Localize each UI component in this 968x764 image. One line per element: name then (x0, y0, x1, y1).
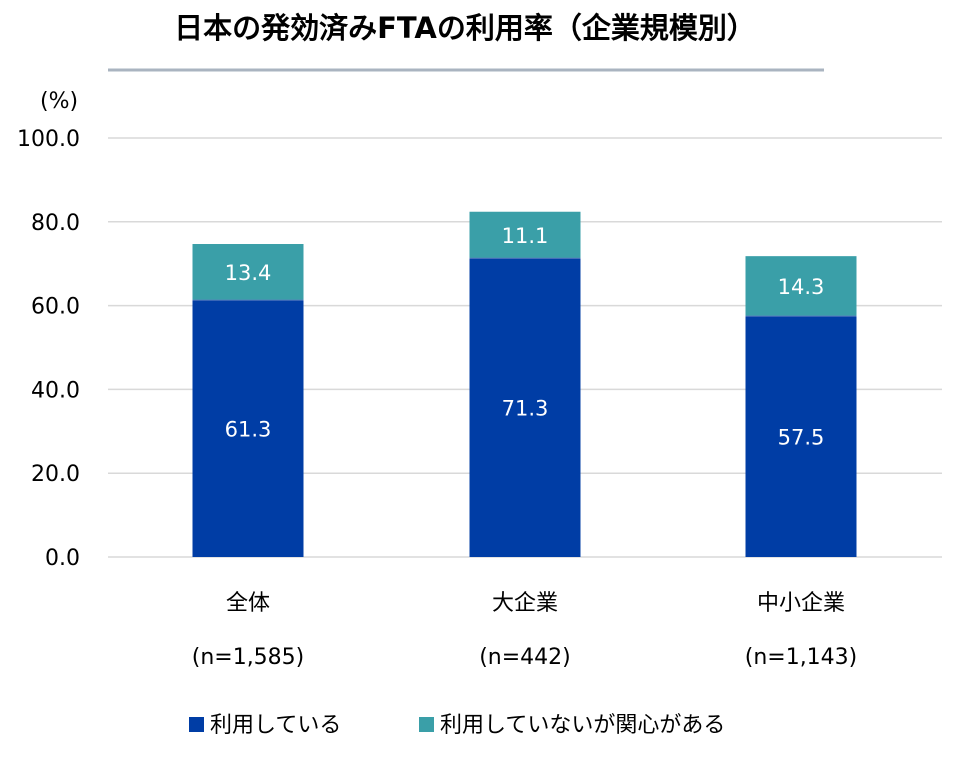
y-tick-labels: 0.0 20.0 40.0 60.0 80.0 100.0 (17, 127, 80, 571)
bar-segment (745, 256, 857, 317)
category-sample-size: (n=442) (479, 645, 571, 670)
data-label: 61.3 (225, 418, 272, 442)
category-label: 中小企業 (757, 591, 845, 616)
category-labels: 全体 (n=1,585) 大企業 (n=442) 中小企業 (n=1,143) (192, 591, 858, 670)
category-sample-size: (n=1,143) (745, 645, 858, 670)
bar-segment (192, 244, 304, 301)
y-tick-label: 100.0 (17, 127, 80, 152)
y-tick-label: 40.0 (31, 378, 80, 403)
y-tick-label: 80.0 (31, 211, 80, 236)
category-sample-size: (n=1,585) (192, 645, 305, 670)
legend: 利用している 利用していないが関心がある (189, 713, 725, 738)
legend-swatch (189, 717, 204, 732)
y-tick-label: 60.0 (31, 295, 80, 320)
y-tick-label: 20.0 (31, 462, 80, 487)
data-label: 11.1 (502, 224, 549, 248)
data-label: 14.3 (778, 275, 825, 299)
legend-label: 利用している (210, 713, 341, 738)
data-label: 71.3 (502, 397, 549, 421)
legend-label: 利用していないが関心がある (440, 713, 725, 738)
y-axis-label: (%) (40, 89, 78, 114)
category-label: 大企業 (492, 591, 558, 616)
chart-title: 日本の発効済みFTAの利用率（企業規模別） (174, 11, 756, 45)
bar-segment (192, 300, 304, 557)
bars: 61.3 13.4 71.3 11.1 57.5 14.3 (192, 211, 857, 557)
data-label: 57.5 (778, 426, 825, 450)
y-tick-label: 0.0 (45, 546, 80, 571)
bar-segment (469, 258, 581, 557)
category-label: 全体 (226, 591, 270, 616)
bar-segment (469, 211, 581, 259)
data-label: 13.4 (225, 261, 272, 285)
bar-segment (745, 316, 857, 557)
legend-swatch (419, 717, 434, 732)
